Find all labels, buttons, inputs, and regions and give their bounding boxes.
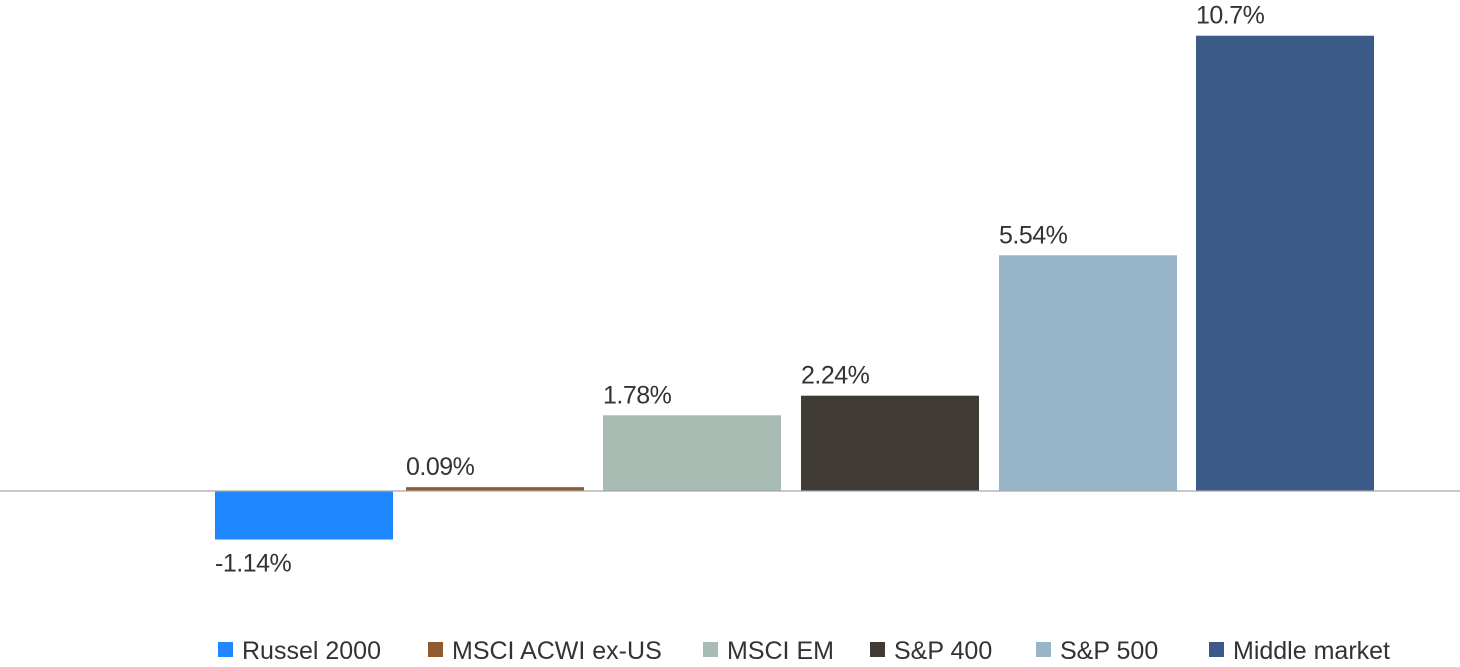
bar-msci-acwi-ex-us: [406, 487, 584, 491]
bar-msci-em: [603, 415, 781, 491]
legend-swatch: [1209, 642, 1224, 657]
bar-russel-2000: [215, 491, 393, 540]
bar-middle-market: [1196, 35, 1374, 492]
data-label: 0.09%: [406, 453, 475, 481]
legend-swatch: [218, 642, 233, 657]
legend-swatch: [870, 642, 885, 657]
legend-swatch: [703, 642, 718, 657]
bar-s-p-500: [999, 255, 1177, 491]
bar-s-p-400: [801, 395, 979, 491]
legend-label: Russel 2000: [242, 637, 381, 665]
data-label: 2.24%: [801, 362, 870, 390]
data-labels-group: -1.14% 0.09% 1.78% 2.24% 5.54% 10.7%: [215, 2, 1265, 578]
legend-swatch: [1036, 642, 1051, 657]
legend-label: S&P 400: [894, 637, 992, 665]
legend-label: Middle market: [1233, 637, 1390, 665]
bars-group: [215, 35, 1374, 540]
data-label: 1.78%: [603, 381, 672, 409]
data-label: 10.7%: [1196, 2, 1265, 30]
legend-label: MSCI EM: [727, 637, 834, 665]
legend-label: S&P 500: [1060, 637, 1158, 665]
legend-label: MSCI ACWI ex-US: [452, 637, 662, 665]
legend: Russel 2000 MSCI ACWI ex-US MSCI EM S&P 400…: [218, 637, 1390, 665]
data-label: -1.14%: [215, 550, 291, 578]
legend-swatch: [428, 642, 443, 657]
data-label: 5.54%: [999, 221, 1068, 249]
